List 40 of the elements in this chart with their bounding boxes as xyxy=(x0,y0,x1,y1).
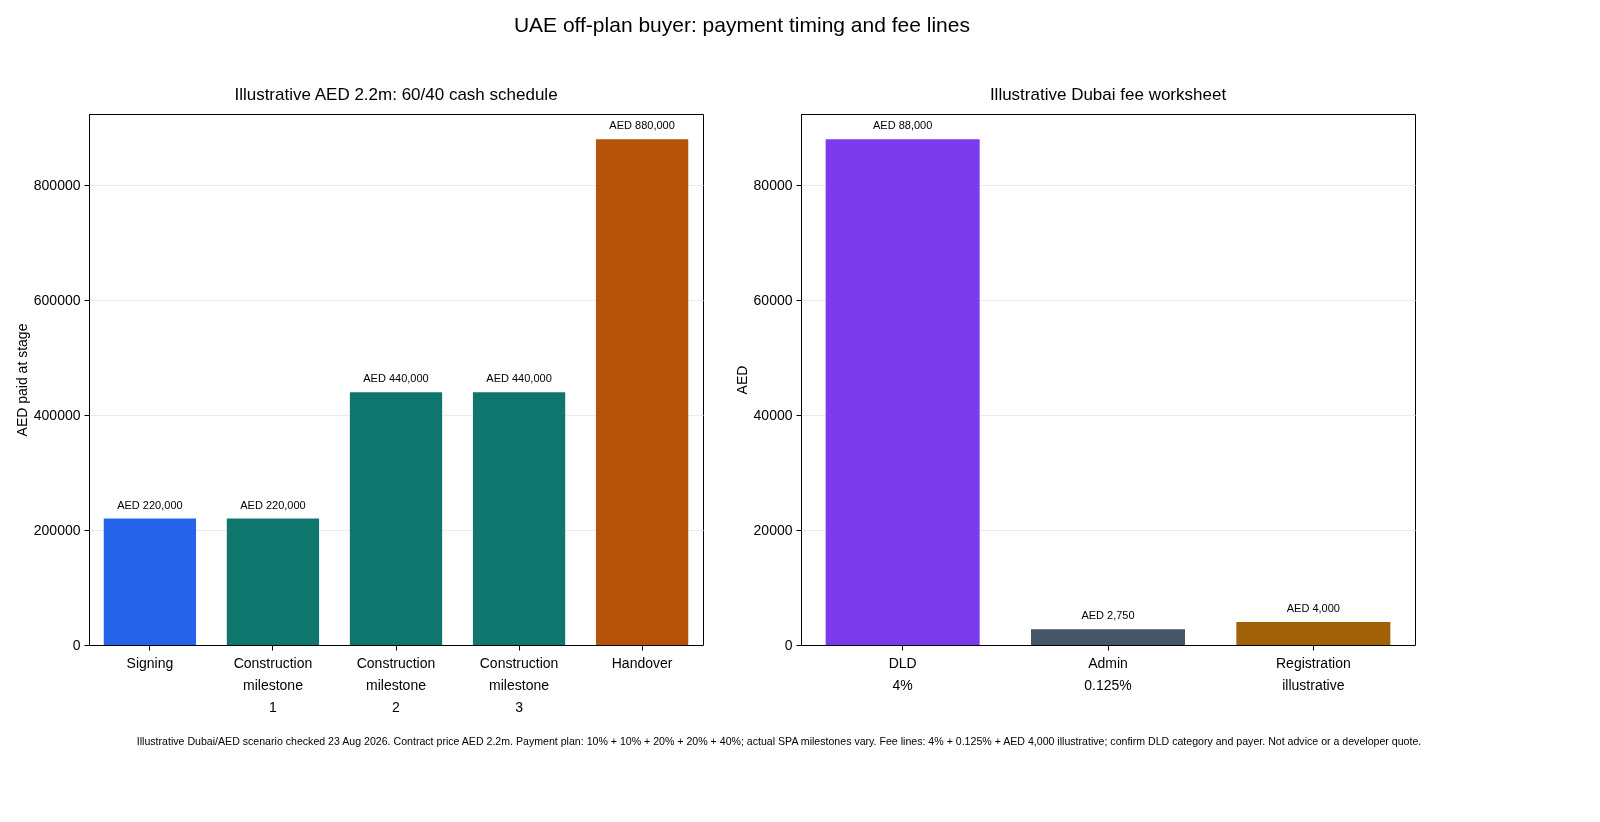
y-tick-label: 60000 xyxy=(753,291,793,308)
bar xyxy=(1030,629,1186,645)
chart-title: Illustrative Dubai fee worksheet xyxy=(989,85,1227,104)
bar xyxy=(472,392,566,645)
x-tick-label: Construction milestone 1 xyxy=(233,654,313,715)
x-tick-label: Signing xyxy=(126,654,174,671)
data-label: AED 88,000 xyxy=(872,119,933,132)
y-tick-label: 400000 xyxy=(33,406,81,423)
x-tick-label: Registration illustrative xyxy=(1276,654,1351,693)
data-label: AED 4,000 xyxy=(1286,602,1340,615)
y-axis-title: AED xyxy=(733,365,750,395)
y-tick-label: 80000 xyxy=(753,176,793,193)
y-tick-label: 200000 xyxy=(33,521,81,538)
data-label: AED 220,000 xyxy=(240,498,306,511)
data-label: AED 2,750 xyxy=(1081,609,1135,622)
y-tick-label: 40000 xyxy=(753,406,793,423)
bar xyxy=(825,139,980,645)
data-label: AED 440,000 xyxy=(363,372,429,385)
x-tick-label: Handover xyxy=(611,654,673,671)
x-tick-label: Construction milestone 3 xyxy=(479,654,559,715)
bar xyxy=(226,518,320,645)
data-label: AED 880,000 xyxy=(609,119,675,132)
data-label: AED 220,000 xyxy=(117,498,183,511)
chart-title: Illustrative AED 2.2m: 60/40 cash schedule xyxy=(234,85,558,104)
y-tick-label: 800000 xyxy=(33,176,81,193)
bar xyxy=(103,518,197,645)
data-label: AED 440,000 xyxy=(486,372,552,385)
x-tick-label: DLD 4% xyxy=(888,654,917,693)
bar xyxy=(595,139,689,645)
x-tick-label: Construction milestone 2 xyxy=(356,654,436,715)
y-tick-label: 600000 xyxy=(33,291,81,308)
x-tick-label: Admin 0.125% xyxy=(1084,654,1132,693)
text: Illustrative Dubai/AED scenario checked 23 Aug 2026. Contract price AED 2.2m. Payment plan: 10% + 10% + 20% + 20% + 40%; actual SPA milestones vary. Fee lines: 4% + 0.125% + AED 4,000 illustrative; confirm DLD category and payer. Not advice or a developer quote. xyxy=(136,735,1422,747)
y-tick-label: 0 xyxy=(72,636,81,653)
bar xyxy=(349,392,443,645)
y-tick-label: 0 xyxy=(784,636,793,653)
y-tick-label: 20000 xyxy=(753,521,793,538)
bar xyxy=(1236,622,1391,645)
y-axis-title: AED paid at stage xyxy=(13,323,30,437)
text: UAE off-plan buyer: payment timing and fee lines xyxy=(513,12,970,36)
